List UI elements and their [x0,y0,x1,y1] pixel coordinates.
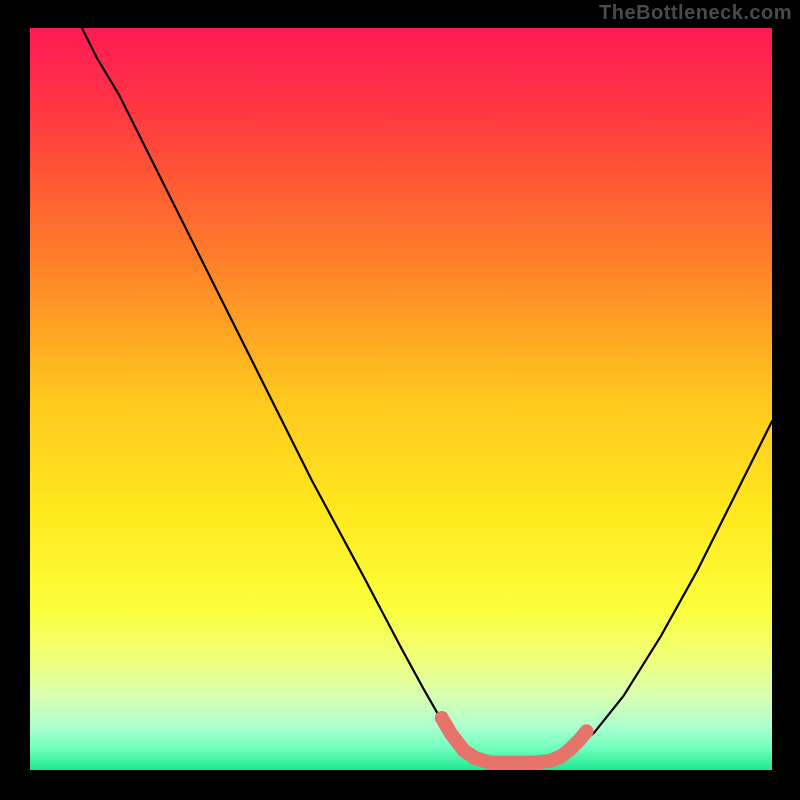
chart-frame: TheBottleneck.com [0,0,800,800]
marker-dot [580,724,594,738]
marker-dot [483,756,497,770]
marker-dot [528,756,542,770]
marker-dot [513,756,527,770]
plot-svg [30,28,772,770]
marker-dot [498,756,512,770]
watermark-text: TheBottleneck.com [599,2,792,25]
marker-dot [435,711,449,725]
marker-dot [444,727,458,741]
marker-dot [468,751,482,765]
plot-area [30,28,772,770]
